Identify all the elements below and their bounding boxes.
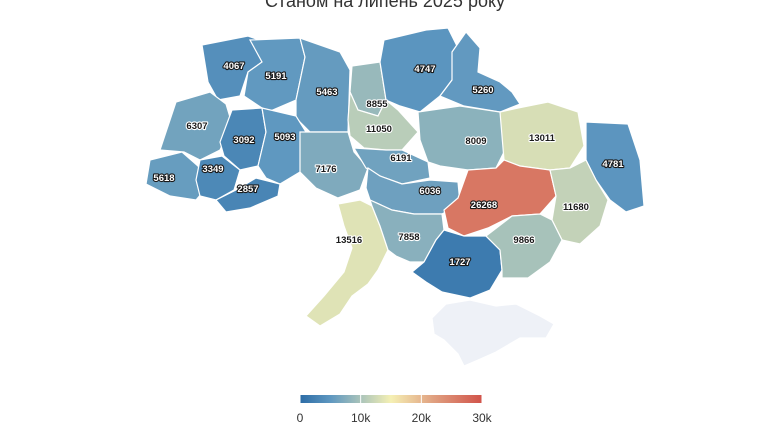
- region-zaporizhzhia[interactable]: [485, 213, 563, 279]
- legend-tick-label: 20k: [412, 411, 432, 425]
- region-label-donetsk: 11680: [563, 202, 589, 213]
- region-label-zaporizhzhia: 9866: [513, 235, 534, 246]
- region-label-volyn: 4067: [223, 61, 244, 72]
- region-label-khmelnytskyi: 5093: [274, 132, 295, 143]
- region-label-ternopil: 3092: [233, 135, 254, 146]
- legend-ticks: 0 10k 20k 30k: [297, 395, 493, 425]
- region-label-luhansk: 4781: [602, 159, 624, 170]
- region-label-kyiv-city: 8855: [366, 99, 388, 110]
- region-label-dnipropetrovsk: 26268: [471, 200, 497, 211]
- labels-layer: 4067 5191 5463 8855 11050 4747 5260 6307 3092 509…: [152, 60, 625, 269]
- region-label-lviv: 6307: [186, 121, 207, 132]
- region-label-ivano-frankivsk: 3349: [202, 164, 223, 175]
- region-label-poltava: 8009: [465, 136, 486, 147]
- region-label-vinnytsia: 7176: [315, 164, 336, 175]
- region-lviv[interactable]: [159, 91, 233, 161]
- map-title: Станом на липень 2025 року: [264, 0, 506, 11]
- legend-tick-label: 10k: [351, 411, 371, 425]
- region-odesa[interactable]: [305, 199, 389, 327]
- region-zhytomyr[interactable]: [295, 37, 351, 133]
- region-label-rivne: 5191: [265, 71, 287, 82]
- region-chernivtsi[interactable]: [215, 177, 281, 213]
- region-label-zakarpattia: 5618: [153, 173, 174, 184]
- legend-tick-label: 0: [297, 411, 304, 425]
- region-crimea[interactable]: [431, 299, 555, 367]
- region-kyiv-oblast[interactable]: [347, 91, 419, 151]
- region-label-zhytomyr: 5463: [316, 87, 337, 98]
- region-label-sumy: 5260: [472, 85, 493, 96]
- region-vinnytsia[interactable]: [299, 131, 369, 199]
- region-label-chernihiv: 4747: [414, 64, 435, 75]
- region-poltava[interactable]: [417, 105, 511, 171]
- legend-color-bar: [300, 395, 482, 403]
- region-label-kherson: 1727: [449, 257, 470, 268]
- region-label-kharkiv: 13011: [529, 133, 556, 144]
- region-label-odesa: 13516: [336, 235, 362, 246]
- color-legend: 0 10k 20k 30k: [297, 395, 493, 425]
- region-label-mykolaiv: 7858: [398, 232, 419, 243]
- legend-tick-label: 30k: [472, 411, 492, 425]
- region-sumy[interactable]: [439, 31, 521, 113]
- region-label-chernivtsi: 2857: [237, 184, 258, 195]
- region-label-kirovohrad: 6036: [419, 186, 440, 197]
- region-khmelnytskyi[interactable]: [257, 107, 307, 185]
- region-label-cherkasy: 6191: [390, 153, 412, 164]
- region-label-kyiv-oblast: 11050: [366, 124, 392, 135]
- regions-layer: [145, 27, 645, 367]
- region-donetsk[interactable]: [549, 159, 609, 245]
